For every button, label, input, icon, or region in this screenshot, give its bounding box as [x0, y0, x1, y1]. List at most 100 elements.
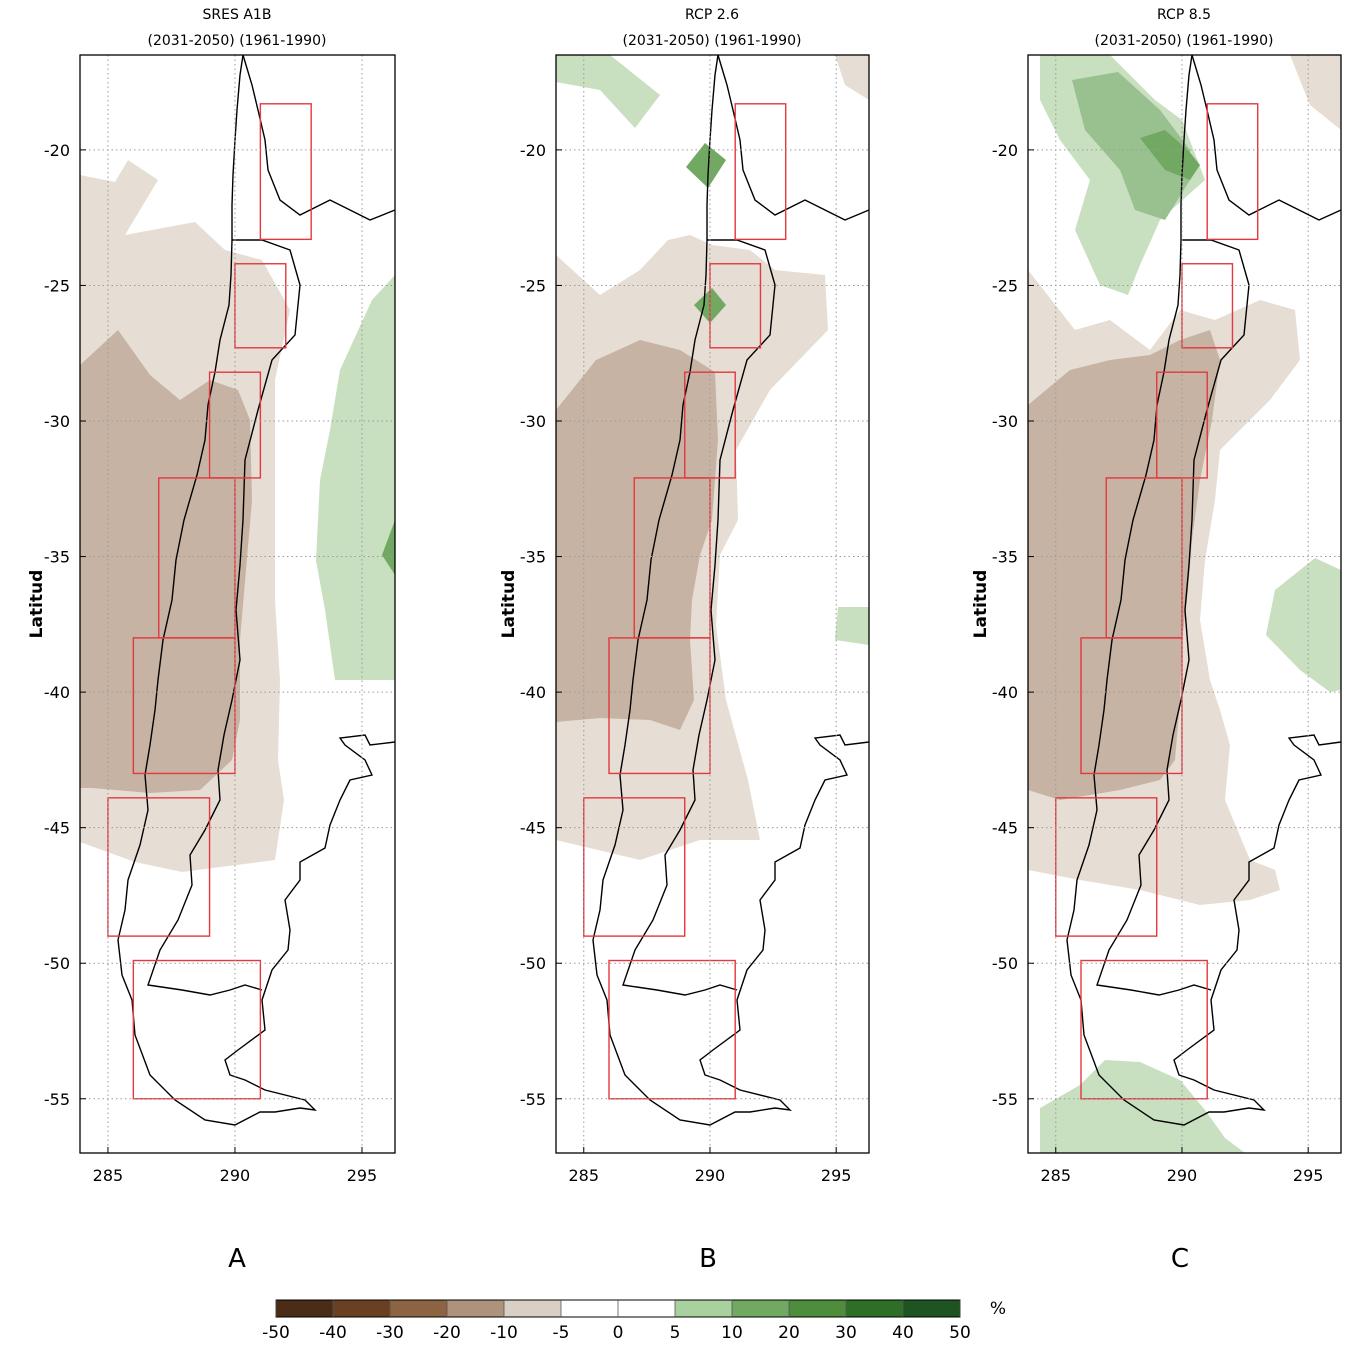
- panel-c-letter: C: [1171, 1244, 1189, 1274]
- coastline: [592, 54, 870, 1126]
- panel-b-letter: B: [699, 1244, 717, 1274]
- y-tick-label: -50: [520, 954, 546, 973]
- region-box: [1080, 959, 1208, 1100]
- region-box: [583, 797, 686, 937]
- y-tick-label: -35: [44, 548, 70, 567]
- region-box: [1055, 797, 1158, 937]
- colorbar-tick-label: 40: [892, 1323, 914, 1343]
- x-tick-label: 295: [1293, 1166, 1324, 1185]
- panel-c: RCP 8.5 (2031-2050) (1961-1990) Latitud …: [971, 7, 1342, 1274]
- anomaly-green-nw: [556, 55, 660, 128]
- y-tick-label: -45: [992, 819, 1018, 838]
- anomaly-green-s: [1040, 1060, 1245, 1153]
- y-tick-label: -40: [520, 683, 546, 702]
- region-boxes: [1055, 103, 1259, 1100]
- anomaly-green-dark: [1140, 130, 1200, 180]
- y-tick-label: -30: [44, 412, 70, 431]
- panel-b-gridlines: [556, 55, 869, 1153]
- x-tick-label: 285: [93, 1166, 124, 1185]
- panel-b: RCP 2.6 (2031-2050) (1961-1990) Latitud …: [499, 7, 870, 1274]
- region-box: [734, 103, 787, 241]
- colorbar-swatch: [903, 1300, 961, 1317]
- x-tick-label: 295: [821, 1166, 852, 1185]
- x-tick-label: 285: [568, 1166, 599, 1185]
- coastline: [1066, 54, 1342, 1126]
- colorbar-swatch: [333, 1300, 391, 1317]
- anomaly-brown: [556, 340, 718, 730]
- panel-b-y-axis-label: Latitud: [499, 570, 519, 639]
- region-boxes: [583, 103, 787, 1100]
- y-tick-label: -55: [44, 1090, 70, 1109]
- colorbar-tick-label: -40: [319, 1323, 347, 1343]
- colorbar-swatch: [732, 1300, 790, 1317]
- panel-a-map: [80, 160, 395, 872]
- x-tick-label: 290: [220, 1166, 251, 1185]
- colorbar-swatch: [276, 1300, 334, 1317]
- y-tick-label: -25: [520, 276, 546, 295]
- panel-c-frame: [1027, 54, 1342, 1154]
- anomaly-green-e: [1266, 558, 1341, 692]
- panel-a-gridlines: [80, 55, 395, 1153]
- colorbar-tick-label: -5: [553, 1323, 570, 1343]
- x-tick-label: 285: [1040, 1166, 1071, 1185]
- region-boxes: [107, 103, 312, 1100]
- x-tick-label: 290: [1167, 1166, 1198, 1185]
- colorbar-tick-label: -10: [490, 1323, 518, 1343]
- anomaly-light-brown-ne: [1290, 55, 1341, 130]
- colorbar-swatch: [675, 1300, 733, 1317]
- colorbar-tick-label: 10: [721, 1323, 743, 1343]
- colorbar-tick-label: 30: [835, 1323, 857, 1343]
- y-tick-label: -35: [520, 548, 546, 567]
- region-box: [1206, 103, 1259, 241]
- y-tick-label: -25: [992, 276, 1018, 295]
- colorbar: -50 -40 -30 -20 -10 -5 0 5 10 20 30 40 50 %: [262, 1299, 1006, 1343]
- anomaly-green-e: [835, 607, 869, 645]
- panel-b-map: [556, 55, 869, 860]
- y-tick-label: -50: [44, 954, 70, 973]
- region-box: [234, 263, 287, 349]
- region-box: [107, 797, 211, 937]
- panel-c-gridlines: [1028, 55, 1341, 1153]
- colorbar-unit: %: [990, 1299, 1006, 1319]
- colorbar-tick-label: -20: [433, 1323, 461, 1343]
- anomaly-green-mid: [1072, 72, 1190, 220]
- y-tick-label: -55: [520, 1090, 546, 1109]
- coastline: [117, 54, 396, 1126]
- anomaly-green-dark: [382, 520, 395, 575]
- panel-b-title-line2: (2031-2050) (1961-1990): [623, 33, 802, 49]
- anomaly-light-brown-ne: [835, 55, 869, 100]
- region-box: [1080, 637, 1183, 775]
- panel-c-title-line1: RCP 8.5: [1157, 7, 1211, 23]
- panel-c-y-axis-label: Latitud: [971, 570, 991, 639]
- region-box: [132, 637, 236, 775]
- colorbar-tick-label: 50: [949, 1323, 971, 1343]
- region-box: [608, 637, 711, 775]
- y-tick-label: -55: [992, 1090, 1018, 1109]
- colorbar-swatch: [846, 1300, 904, 1317]
- panel-b-title-line1: RCP 2.6: [685, 7, 739, 23]
- x-tick-label: 290: [695, 1166, 726, 1185]
- region-box: [132, 959, 262, 1100]
- y-tick-label: -40: [44, 683, 70, 702]
- colorbar-tick-label: 20: [778, 1323, 800, 1343]
- region-box: [608, 959, 736, 1100]
- colorbar-swatch: [390, 1300, 448, 1317]
- y-tick-label: -30: [520, 412, 546, 431]
- panel-a: SRES A1B (2031-2050) (1961-1990) Latitud…: [27, 7, 396, 1274]
- y-tick-label: -45: [44, 819, 70, 838]
- y-tick-label: -30: [992, 412, 1018, 431]
- region-box: [709, 263, 762, 349]
- y-tick-label: -50: [992, 954, 1018, 973]
- y-tick-label: -20: [992, 141, 1018, 160]
- region-box: [1181, 263, 1234, 349]
- y-tick-label: -20: [520, 141, 546, 160]
- anomaly-green: [316, 275, 395, 680]
- colorbar-swatch: [789, 1300, 847, 1317]
- panel-a-title-line2: (2031-2050) (1961-1990): [148, 33, 327, 49]
- panel-c-title-line2: (2031-2050) (1961-1990): [1095, 33, 1274, 49]
- y-tick-label: -40: [992, 683, 1018, 702]
- panel-b-frame: [555, 54, 870, 1154]
- panel-a-frame: [79, 54, 396, 1154]
- region-box: [259, 103, 312, 241]
- colorbar-tick-label: -50: [262, 1323, 290, 1343]
